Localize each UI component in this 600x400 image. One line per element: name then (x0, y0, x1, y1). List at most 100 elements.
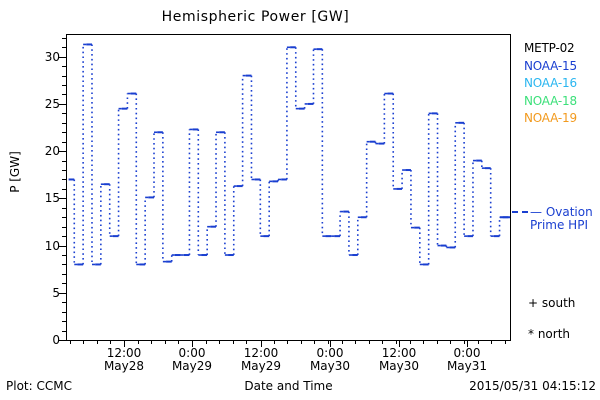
x-axis-minor-tick (464, 340, 465, 344)
x-axis-minor-tick (110, 340, 111, 344)
y-axis-minor-tick (62, 302, 66, 304)
y-axis-major-tick (59, 56, 66, 58)
x-axis-minor-tick (328, 340, 329, 344)
y-axis-minor-tick (62, 273, 66, 275)
x-axis-tick-label: 0:00 May30 (309, 346, 351, 373)
page-title: Hemispheric Power [GW] (161, 9, 350, 25)
y-axis-tick-label: 0 (52, 333, 60, 347)
y-axis-minor-tick (62, 66, 66, 68)
y-axis-minor-tick (62, 321, 66, 323)
x-axis-minor-tick (396, 340, 397, 344)
ovation-label-line1: — Ovation (530, 205, 593, 219)
y-axis-minor-tick (62, 179, 66, 181)
y-axis-tick-labels: 0 5 10 15 20 25 30 (28, 0, 60, 400)
y-axis-minor-tick (62, 255, 66, 256)
x-axis-minor-tick (287, 340, 288, 344)
y-axis-major-tick (59, 103, 66, 105)
x-axis-minor-tick (83, 340, 84, 344)
x-axis-major-tick (399, 340, 400, 347)
x-axis-minor-tick (314, 340, 315, 344)
y-axis-minor-tick (62, 170, 66, 172)
south-marker-legend: + south (528, 296, 576, 310)
x-axis-major-tick (330, 340, 331, 347)
x-axis-major-tick (467, 340, 468, 347)
legend-item-metp-02[interactable]: METP-02 (524, 41, 575, 55)
y-axis-major-tick (59, 340, 66, 341)
x-axis-tick-label: 0:00 May29 (171, 346, 213, 373)
y-axis-minor-tick (62, 226, 66, 228)
x-axis-minor-tick (423, 340, 424, 344)
y-axis-tick-label: 10 (44, 238, 60, 253)
x-axis-minor-tick (274, 340, 275, 344)
plot-area (66, 34, 511, 341)
x-axis-title: Date and Time (244, 379, 333, 393)
y-axis-minor-tick (62, 264, 66, 266)
series-noaa-15 (68, 43, 509, 266)
x-axis-minor-tick (369, 340, 370, 344)
x-axis-minor-tick (246, 340, 247, 344)
x-axis-minor-tick (382, 340, 383, 344)
y-axis-major-tick (59, 292, 66, 294)
y-axis-tick-label: 15 (44, 191, 60, 206)
plot-timestamp: 2015/05/31 04:15:12 (469, 379, 596, 393)
y-axis-minor-tick (62, 236, 66, 238)
ovation-label-line2: Prime HPI (530, 218, 588, 232)
ovation-prime-hpi-label: — Ovation Prime HPI (530, 206, 600, 232)
x-axis-major-tick (124, 340, 125, 347)
x-axis-major-tick (261, 340, 262, 347)
y-axis-minor-tick (62, 330, 66, 332)
y-axis-minor-tick (62, 283, 66, 285)
y-axis-tick-label: 5 (52, 285, 60, 300)
y-axis-minor-tick (62, 141, 66, 143)
y-axis-minor-tick (62, 188, 66, 190)
x-axis-minor-tick (151, 340, 152, 344)
x-axis-major-tick (192, 340, 193, 347)
data-series-svg (68, 43, 510, 266)
x-axis-minor-tick (178, 340, 179, 344)
y-axis-major-tick (59, 245, 66, 247)
x-axis-minor-tick (206, 340, 207, 344)
x-axis-tick-label: 12:00 May30 (378, 346, 420, 373)
y-axis-minor-tick (62, 37, 66, 39)
legend-item-noaa-16[interactable]: NOAA-16 (524, 76, 577, 90)
y-axis-minor-tick (62, 217, 66, 219)
legend-item-noaa-15[interactable]: NOAA-15 (524, 58, 577, 73)
y-axis-minor-tick (62, 47, 66, 49)
x-axis-minor-tick (165, 340, 166, 344)
y-axis-tick-label: 25 (44, 96, 60, 111)
x-axis-minor-tick (450, 340, 451, 344)
ovation-prime-line-marker (512, 211, 528, 213)
legend-item-noaa-19[interactable]: NOAA-19 (524, 111, 577, 125)
y-axis-title: P [GW] (8, 151, 22, 193)
x-axis-minor-tick (478, 340, 479, 344)
x-axis-minor-tick (355, 340, 356, 344)
legend-item-noaa-18[interactable]: NOAA-18 (524, 93, 577, 108)
x-axis-minor-tick (491, 340, 492, 344)
y-axis-major-tick (59, 151, 66, 153)
y-axis-minor-tick (62, 207, 66, 209)
x-axis-minor-tick (505, 340, 506, 344)
y-axis-minor-tick (62, 132, 66, 134)
x-axis-minor-tick (342, 340, 343, 344)
y-axis-major-tick (59, 198, 66, 200)
y-axis-tick-label: 30 (44, 49, 60, 64)
x-axis-minor-tick (410, 340, 411, 344)
x-axis-minor-tick (219, 340, 220, 344)
north-marker-legend: * north (528, 327, 571, 341)
y-axis-minor-tick (62, 85, 66, 87)
y-axis-minor-tick (62, 160, 66, 162)
y-axis-minor-tick (62, 311, 66, 313)
x-axis-minor-tick (301, 340, 302, 344)
legend: METP-02 NOAA-15 NOAA-16 NOAA-18 NOAA-19 (524, 40, 600, 128)
x-axis-tick-label: 0:00 May31 (446, 346, 488, 373)
y-axis-tick-label: 20 (44, 144, 60, 159)
x-axis-tick-label: 12:00 May28 (103, 346, 145, 373)
y-axis-minor-tick (62, 122, 66, 124)
x-axis-minor-tick (138, 340, 139, 344)
x-axis-minor-tick (70, 340, 71, 344)
y-axis-minor-tick (62, 94, 66, 96)
y-axis-minor-tick (62, 75, 66, 77)
x-axis-minor-tick (233, 340, 234, 344)
y-axis-minor-tick (62, 113, 66, 115)
